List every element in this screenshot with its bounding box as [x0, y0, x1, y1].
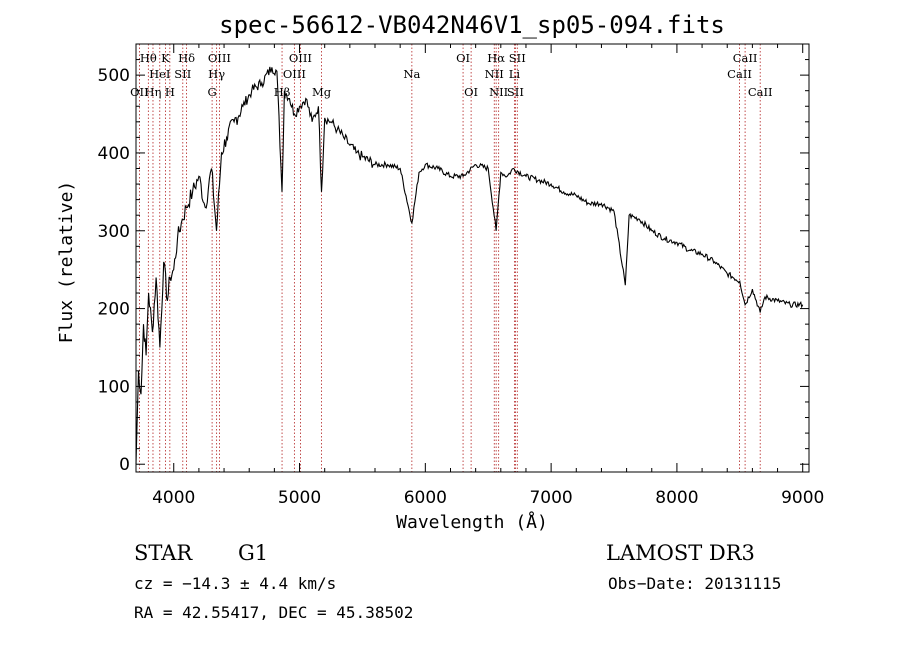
x-tick-label: 4000 — [152, 488, 195, 508]
line-label-caii: CaII — [748, 85, 773, 99]
x-tick-label: 9000 — [781, 488, 824, 508]
y-tick-label: 200 — [98, 300, 130, 320]
line-label-h: H — [165, 85, 175, 99]
object-class: STAR — [134, 541, 193, 565]
line-label-hβ: Hβ — [274, 85, 291, 99]
line-label-sii: SII — [174, 67, 191, 81]
line-label-hα: Hα — [487, 51, 505, 65]
object-subclass: G1 — [238, 541, 268, 565]
line-label-oi: OI — [464, 85, 478, 99]
line-label-sii: SII — [509, 51, 526, 65]
line-label-sii: SII — [507, 85, 524, 99]
line-label-oiii: OIII — [208, 51, 231, 65]
line-label-oii: OII — [130, 85, 149, 99]
spectrum-series-line — [135, 66, 804, 465]
plot-frame — [135, 43, 810, 473]
y-tick-label: 400 — [98, 144, 130, 164]
obs-date: Obs−Date: 20131115 — [608, 574, 781, 593]
line-label-k: K — [161, 51, 170, 65]
coordinates: RA = 42.55417, DEC = 45.38502 — [134, 603, 413, 622]
y-tick-label: 0 — [119, 455, 130, 475]
x-tick-label: 5000 — [278, 488, 321, 508]
redshift-cz: cz = −14.3 ± 4.4 km/s — [134, 574, 336, 593]
chart-title: spec-56612-VB042N46V1_sp05-094.fits — [219, 11, 725, 39]
y-tick-label: 300 — [98, 222, 130, 242]
line-label-oiii: OIII — [289, 51, 312, 65]
x-tick-label: 6000 — [404, 488, 447, 508]
x-tick-label: 8000 — [655, 488, 698, 508]
y-tick-label: 100 — [98, 377, 130, 397]
line-label-hei: HeI — [149, 67, 170, 81]
line-label-caii: CaII — [733, 51, 758, 65]
x-axis-label: Wavelength (Å) — [396, 511, 548, 533]
line-label-hη: Hη — [145, 85, 162, 99]
line-label-oiii: OIII — [283, 67, 306, 81]
line-label-nii: NII — [485, 67, 504, 81]
line-label-mg: Mg — [312, 85, 332, 99]
y-axis-label: Flux (relative) — [56, 181, 77, 344]
line-label-hγ: Hγ — [208, 67, 225, 81]
x-tick-label: 7000 — [529, 488, 572, 508]
line-label-g: G — [208, 85, 217, 99]
line-label-hδ: Hδ — [178, 51, 195, 65]
line-label-caii: CaII — [727, 67, 752, 81]
line-label-hθ: Hθ — [140, 51, 157, 65]
y-tick-label: 500 — [98, 66, 130, 86]
line-label-oi: OI — [456, 51, 470, 65]
line-label-nii: NII — [489, 85, 508, 99]
line-label-na: Na — [403, 67, 420, 81]
survey-name: LAMOST DR3 — [606, 541, 755, 565]
line-label-li: Li — [509, 67, 521, 81]
